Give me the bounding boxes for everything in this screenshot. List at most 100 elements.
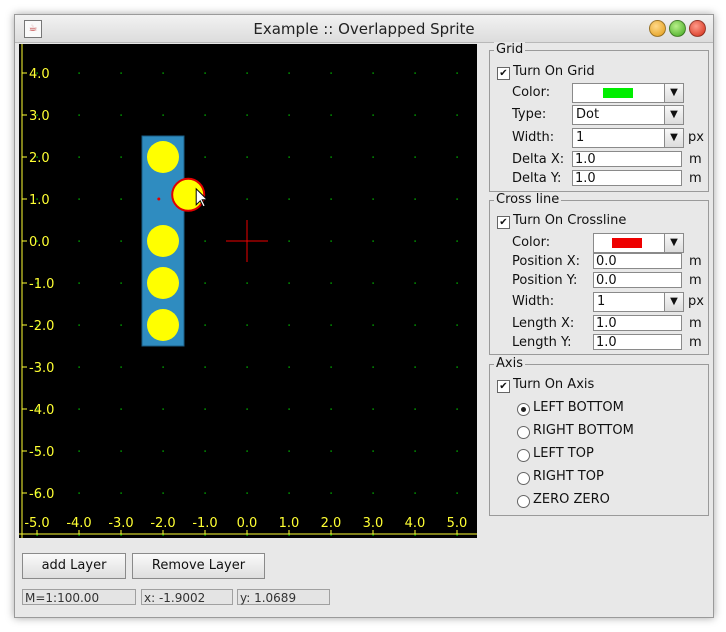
grid-dot [372, 198, 374, 200]
grid-delta-y-field[interactable]: 1.0 [572, 170, 682, 186]
canvas-svg[interactable]: 4.03.02.01.00.0-1.0-2.0-3.0-4.0-5.0-6.0-… [19, 44, 477, 538]
grid-dot [36, 282, 38, 284]
maximize-button[interactable] [669, 20, 686, 37]
x-tick-label: -4.0 [66, 516, 91, 531]
grid-delta-x-unit: m [689, 152, 702, 167]
chevron-down-icon[interactable]: ▼ [664, 234, 683, 252]
grid-dot [372, 492, 374, 494]
x-tick-label: -3.0 [108, 516, 133, 531]
grid-turn-on-label: Turn On Grid [513, 64, 595, 79]
grid-dot [414, 282, 416, 284]
grid-dot [204, 492, 206, 494]
title-bar[interactable]: ☕ Example :: Overlapped Sprite [15, 15, 713, 43]
grid-dot [456, 156, 458, 158]
crossline-width-combo[interactable]: 1 ▼ [593, 292, 684, 312]
grid-dot [372, 450, 374, 452]
grid-dot [246, 492, 248, 494]
grid-dot [36, 156, 38, 158]
axis-turn-on-checkbox[interactable]: ✔ [497, 380, 510, 393]
crossline-len-y-field[interactable]: 1.0 [593, 334, 682, 350]
axis-radio-right-top[interactable] [517, 472, 530, 485]
crossline-pos-y-field[interactable]: 0.0 [593, 272, 682, 288]
grid-dot [288, 282, 290, 284]
grid-dot [246, 366, 248, 368]
grid-dot [414, 240, 416, 242]
grid-dot [162, 408, 164, 410]
grid-dot [372, 534, 374, 536]
grid-color-combo[interactable]: ▼ [572, 83, 684, 103]
grid-dot [204, 282, 206, 284]
x-tick-label: 5.0 [447, 516, 468, 531]
grid-dot [120, 282, 122, 284]
minimize-button[interactable] [649, 20, 666, 37]
grid-dot [120, 324, 122, 326]
y-tick-label: 3.0 [29, 109, 50, 124]
x-tick-label: -2.0 [150, 516, 175, 531]
grid-dot [78, 114, 80, 116]
grid-dot [120, 450, 122, 452]
grid-dot [456, 114, 458, 116]
grid-dot [204, 366, 206, 368]
grid-dot [204, 114, 206, 116]
y-tick-label: -2.0 [29, 319, 54, 334]
crossline-width-label: Width: [512, 294, 555, 309]
grid-section-title: Grid [494, 42, 526, 57]
grid-dot [330, 366, 332, 368]
chevron-down-icon[interactable]: ▼ [664, 293, 683, 311]
grid-dot [288, 408, 290, 410]
axis-radio-left-bottom[interactable] [517, 403, 530, 416]
sprite-circle [147, 141, 179, 173]
x-tick-label: 1.0 [279, 516, 300, 531]
grid-dot [120, 114, 122, 116]
grid-dot [456, 408, 458, 410]
grid-dot [78, 366, 80, 368]
close-button[interactable] [689, 20, 706, 37]
grid-width-combo[interactable]: 1 ▼ [572, 128, 684, 148]
grid-type-combo[interactable]: Dot ▼ [572, 105, 684, 125]
add-layer-button[interactable]: add Layer [22, 553, 126, 579]
grid-turn-on-checkbox[interactable]: ✔ [497, 67, 510, 80]
crossline-len-x-unit: m [689, 316, 702, 331]
grid-delta-x-field[interactable]: 1.0 [572, 151, 682, 167]
crossline-pos-x-field[interactable]: 0.0 [593, 253, 682, 269]
axis-radio-zero-zero[interactable] [517, 495, 530, 508]
crossline-color-combo[interactable]: ▼ [593, 233, 684, 253]
grid-dot [456, 492, 458, 494]
crossline-len-x-field[interactable]: 1.0 [593, 315, 682, 331]
grid-dot [162, 114, 164, 116]
axis-section-title: Axis [494, 356, 525, 371]
chevron-down-icon[interactable]: ▼ [664, 84, 683, 102]
x-tick-label: -5.0 [24, 516, 49, 531]
grid-dot [456, 450, 458, 452]
axis-radio-left-top[interactable] [517, 449, 530, 462]
grid-dot [330, 534, 332, 536]
grid-dot [78, 492, 80, 494]
crossline-turn-on-checkbox[interactable]: ✔ [497, 216, 510, 229]
crossline-pos-x-label: Position X: [512, 254, 581, 269]
crossline-width-unit: px [688, 294, 704, 309]
window-title: Example :: Overlapped Sprite [253, 20, 475, 38]
grid-dot [372, 156, 374, 158]
x-tick-label: 3.0 [363, 516, 384, 531]
grid-dot [330, 72, 332, 74]
grid-dot [330, 156, 332, 158]
grid-dot [414, 114, 416, 116]
grid-dot [36, 240, 38, 242]
crossline-color-label: Color: [512, 235, 551, 250]
axis-option-label: LEFT BOTTOM [533, 400, 624, 415]
drawing-canvas[interactable]: 4.0 3.0 2.0 1.0 0.0 -1.0 -2.0 -3.0 -4.0 -5.0 -6.0-… [19, 44, 477, 538]
grid-dot [456, 282, 458, 284]
chevron-down-icon[interactable]: ▼ [664, 129, 683, 147]
remove-layer-button[interactable]: Remove Layer [132, 553, 265, 579]
grid-width-unit: px [688, 130, 704, 145]
axis-radio-right-bottom[interactable] [517, 426, 530, 439]
grid-dot [204, 156, 206, 158]
grid-dot [36, 450, 38, 452]
grid-dot [288, 534, 290, 536]
grid-dot [36, 408, 38, 410]
grid-dot [330, 240, 332, 242]
chevron-down-icon[interactable]: ▼ [664, 106, 683, 124]
mouse-cursor-icon [195, 187, 209, 208]
grid-delta-y-label: Delta Y: [512, 171, 562, 186]
y-tick-label: 0.0 [29, 235, 50, 250]
